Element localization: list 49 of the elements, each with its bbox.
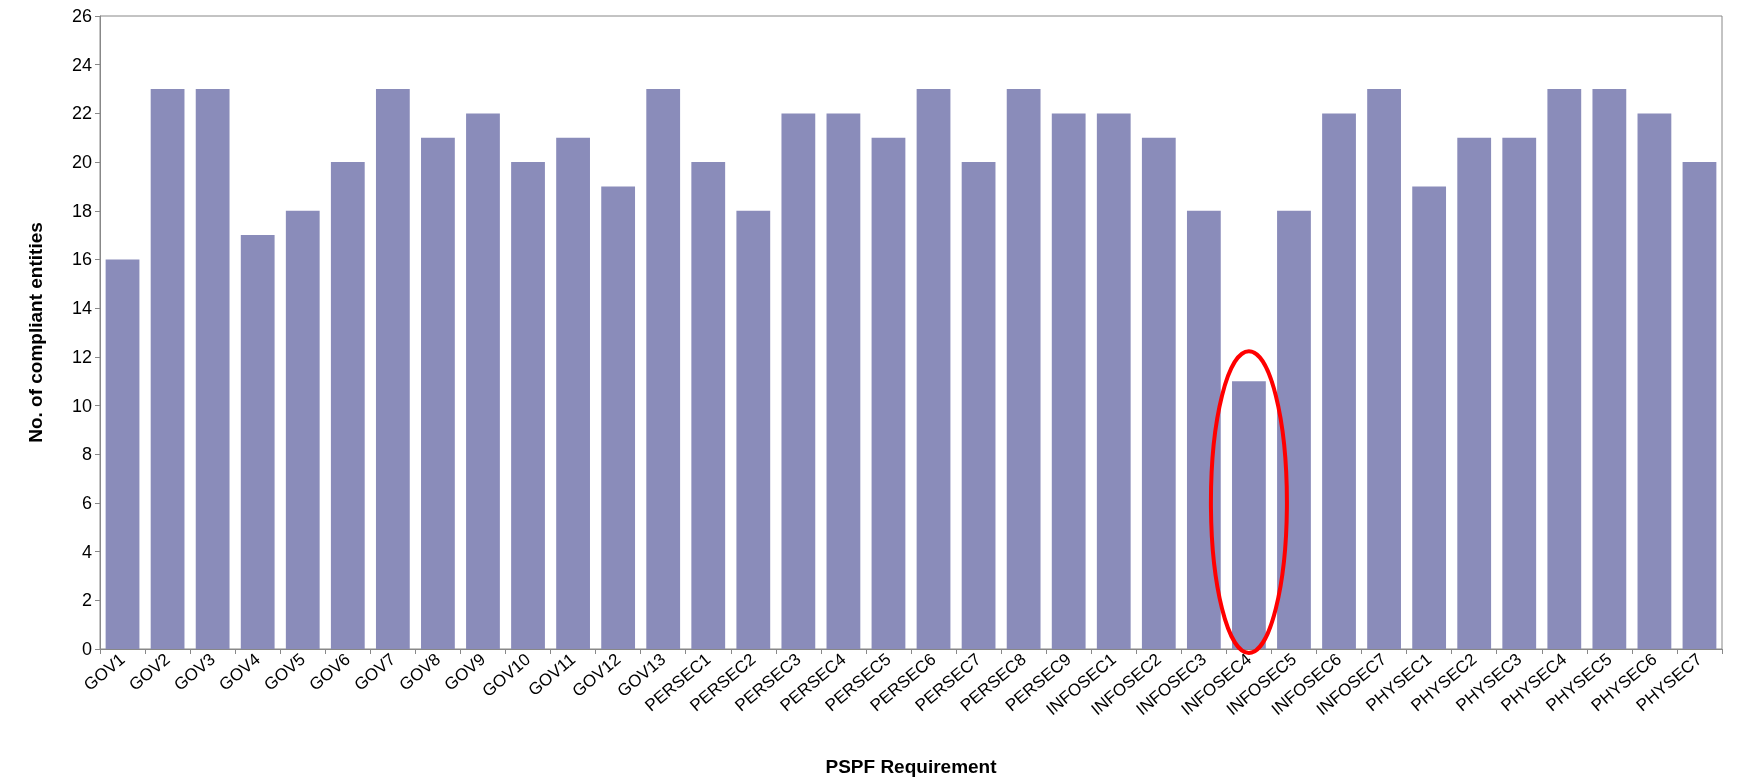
bar <box>916 89 951 649</box>
bar <box>646 89 681 649</box>
bar <box>1096 113 1131 649</box>
y-tick-label: 6 <box>81 492 92 513</box>
bar <box>375 89 410 649</box>
bar <box>1682 162 1717 649</box>
bar <box>1051 113 1086 649</box>
bar <box>1457 137 1492 649</box>
y-tick-label: 26 <box>71 6 92 26</box>
x-axis-title: PSPF Requirement <box>825 756 998 777</box>
bar <box>1502 137 1537 649</box>
bar <box>1592 89 1627 649</box>
bar <box>691 162 726 649</box>
bar <box>1367 89 1401 649</box>
y-tick-label: 22 <box>71 103 92 124</box>
y-tick-label: 18 <box>71 200 92 221</box>
bar <box>1637 113 1672 649</box>
bar <box>105 259 140 649</box>
bar <box>421 137 455 649</box>
y-tick-label: 0 <box>81 639 92 659</box>
y-tick-label: 8 <box>81 444 92 465</box>
bar <box>556 137 590 649</box>
y-tick-label: 4 <box>81 541 92 562</box>
bar <box>285 210 320 649</box>
y-tick-label: 16 <box>71 249 92 270</box>
bar <box>150 89 185 649</box>
bar <box>240 235 275 649</box>
y-axis-title: No. of compliant entities <box>25 222 46 443</box>
y-tick-label: 2 <box>81 590 92 611</box>
y-tick-label: 10 <box>71 395 92 416</box>
bar <box>781 113 816 649</box>
y-tick-label: 12 <box>71 346 92 367</box>
bar <box>466 113 500 649</box>
bar <box>601 186 636 649</box>
bar <box>511 162 545 649</box>
bar <box>1547 89 1582 649</box>
bar <box>1322 113 1356 649</box>
bar <box>1141 137 1176 649</box>
y-tick-label: 20 <box>71 152 92 173</box>
bar <box>736 210 771 649</box>
y-tick-label: 24 <box>71 54 92 75</box>
y-tick-label: 14 <box>71 298 92 319</box>
bar <box>195 89 230 649</box>
bar <box>1006 89 1041 649</box>
bar <box>330 162 365 649</box>
bar <box>826 113 861 649</box>
bar <box>1412 186 1447 649</box>
bar <box>871 137 906 649</box>
bar <box>961 162 996 649</box>
